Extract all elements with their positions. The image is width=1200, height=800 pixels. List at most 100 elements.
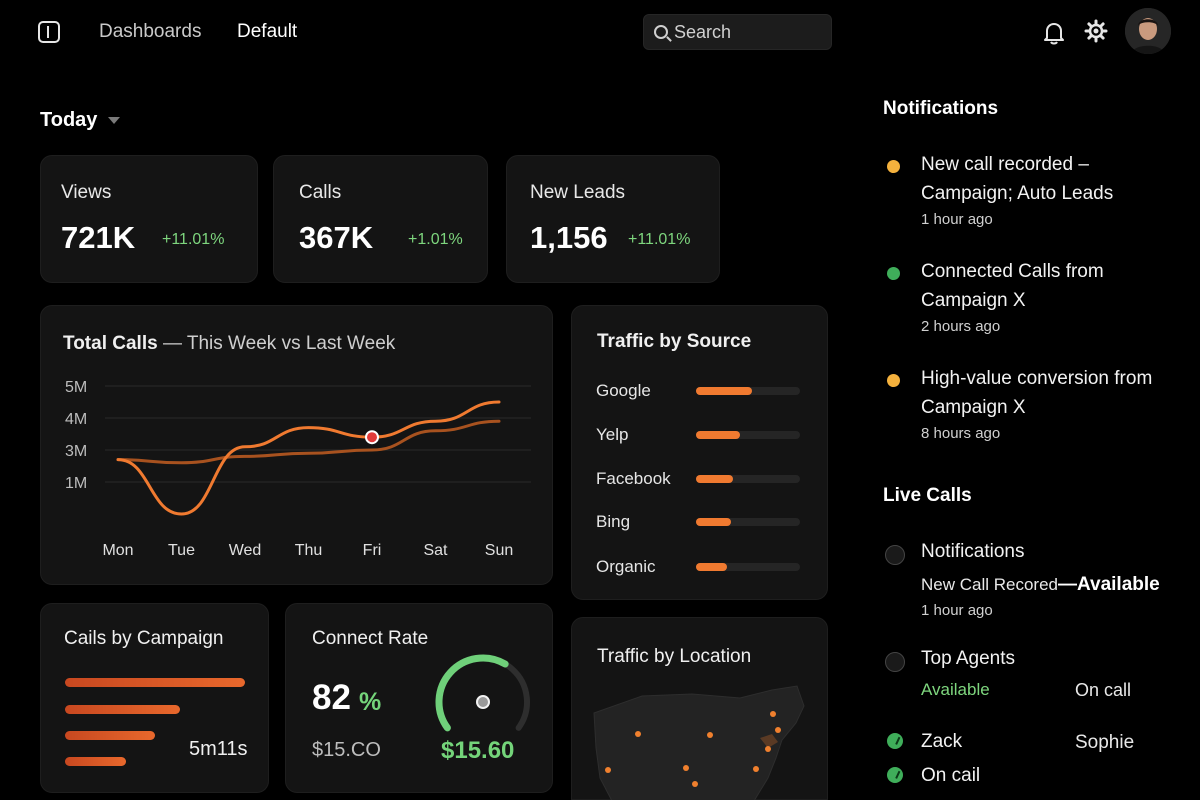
x-tick-label: Sat (423, 542, 448, 559)
stat-label: Views (61, 182, 112, 203)
connect-rate-percent: 82 (312, 678, 351, 717)
location-dots (605, 711, 781, 787)
chart-title-bold: Total Calls (63, 333, 158, 354)
agent-icon (885, 652, 905, 672)
campaign-bar (65, 757, 126, 766)
notification-time: 2 hours ago (921, 318, 1001, 335)
bell-icon (885, 545, 905, 565)
chart-title: Total Calls — This Week vs Last Week (63, 333, 395, 355)
agent-zack[interactable]: Zack (921, 731, 963, 752)
live-notif-text-b: —Available (1058, 574, 1160, 595)
stat-label: New Leads (530, 182, 626, 203)
search-icon (654, 25, 668, 39)
chart-title-rest: — This Week vs Last Week (162, 333, 396, 354)
us-map (593, 685, 805, 800)
total-calls-card: Total Calls — This Week vs Last Week 5M 4… (40, 305, 553, 585)
campaign-bar (65, 731, 155, 740)
x-tick-label: Tue (168, 542, 195, 559)
gauge-fill (435, 654, 509, 732)
source-label: Organic (596, 557, 656, 576)
source-bar-fill (696, 518, 731, 526)
traffic-location-title: Traffic by Location (597, 646, 752, 667)
connect-rate-title: Connect Rate (312, 628, 429, 649)
y-tick-label: 5M (65, 379, 87, 396)
notification-dot (887, 267, 900, 280)
stat-value: 1,156 (530, 220, 608, 255)
source-bar-fill (696, 475, 733, 483)
check-icon (887, 767, 903, 783)
source-bar-fill (696, 563, 727, 571)
notifications-title: Notifications (883, 98, 999, 119)
gauge-center (476, 695, 490, 709)
stat-card-new-leads: New Leads 1,156 +11.01% (506, 155, 720, 283)
campaign-title: Cails by Campaign (64, 628, 224, 649)
avatar[interactable] (1125, 8, 1171, 54)
series-line-this-week (116, 400, 501, 516)
stat-card-calls: Calls 367K +1.01% (273, 155, 488, 283)
source-bar-track (696, 387, 800, 395)
highlight-point (365, 430, 379, 445)
x-tick-label: Fri (363, 542, 382, 559)
date-filter[interactable]: Today (40, 109, 98, 131)
notification-dot (887, 160, 900, 173)
notification-text[interactable]: New call recorded – Campaign; Auto Leads (921, 154, 1114, 204)
source-bar-track (696, 475, 800, 483)
agent-sophie[interactable]: Sophie (1075, 732, 1135, 753)
notification-text[interactable]: Connected Calls from Campaign X (921, 261, 1104, 311)
connect-rate-gauge (435, 654, 530, 732)
connect-rate-right-value: $15.60 (441, 737, 515, 764)
source-bar-fill (696, 387, 752, 395)
traffic-source-title: Traffic by Source (597, 331, 752, 352)
stat-card-views: Views 721K +11.01% (40, 155, 258, 283)
stat-delta: +11.01% (628, 231, 691, 248)
stat-delta: +11.01% (162, 231, 225, 248)
x-tick-label: Mon (102, 542, 133, 559)
live-notif-text: New Call Recored—Available (921, 574, 1160, 596)
campaign-bar (65, 705, 180, 714)
stat-delta: +1.01% (408, 231, 463, 248)
source-bar-track (696, 431, 800, 439)
notification-text[interactable]: High-value conversion from Campaign X (921, 368, 1153, 418)
x-tick-label: Thu (295, 542, 323, 559)
live-notif-text-a: New Call Recored (921, 575, 1058, 594)
source-label: Yelp (596, 425, 629, 444)
agent-status-on-call: On cail (921, 765, 981, 786)
stat-value: 367K (299, 220, 374, 255)
x-tick-label: Sun (485, 542, 513, 559)
campaign-value: 5m11s (189, 738, 248, 760)
gear-icon[interactable] (1084, 19, 1108, 43)
top-agents-label[interactable]: Top Agents (921, 648, 1016, 669)
campaign-card: Cails by Campaign 5m11s (40, 603, 269, 793)
connect-rate-card: Connect Rate 82 % $15.CO $15.60 (285, 603, 553, 793)
y-tick-label: 1M (65, 475, 87, 492)
breadcrumb-dashboards[interactable]: Dashboards (99, 21, 202, 42)
y-tick-label: 3M (65, 443, 87, 460)
campaign-bar (65, 678, 245, 687)
chevron-down-icon[interactable] (108, 117, 120, 124)
live-notif-time: 1 hour ago (921, 602, 993, 619)
source-bar-fill (696, 431, 740, 439)
connect-rate-percent-sign: % (359, 688, 382, 716)
live-notif-label: Notifications (921, 541, 1025, 562)
y-tick-label: 4M (65, 411, 87, 428)
source-label: Facebook (596, 469, 671, 488)
on-call-status: On call (1075, 680, 1132, 700)
stat-label: Calls (299, 182, 342, 203)
search-input[interactable] (674, 15, 824, 49)
check-icon (887, 733, 903, 749)
bell-icon[interactable] (1043, 21, 1065, 45)
source-bar-track (696, 518, 800, 526)
line-chart: 5M 4M 3M 1M Mon Tue Wed Thu Fri Sat Sun (65, 379, 531, 559)
breadcrumb-default[interactable]: Default (237, 21, 298, 42)
source-label: Google (596, 381, 651, 400)
stat-value: 721K (61, 220, 136, 255)
search-box[interactable] (643, 14, 832, 50)
traffic-source-card: Traffic by Source Google Yelp Facebook Bing… (571, 305, 828, 600)
notification-time: 8 hours ago (921, 425, 1001, 442)
notification-dot (887, 374, 900, 387)
source-bar-track (696, 563, 800, 571)
sidebar-toggle-icon[interactable] (38, 21, 60, 43)
x-tick-label: Wed (229, 542, 262, 559)
available-status: Available (921, 680, 990, 699)
top-bar: Dashboards Default (0, 0, 1200, 64)
